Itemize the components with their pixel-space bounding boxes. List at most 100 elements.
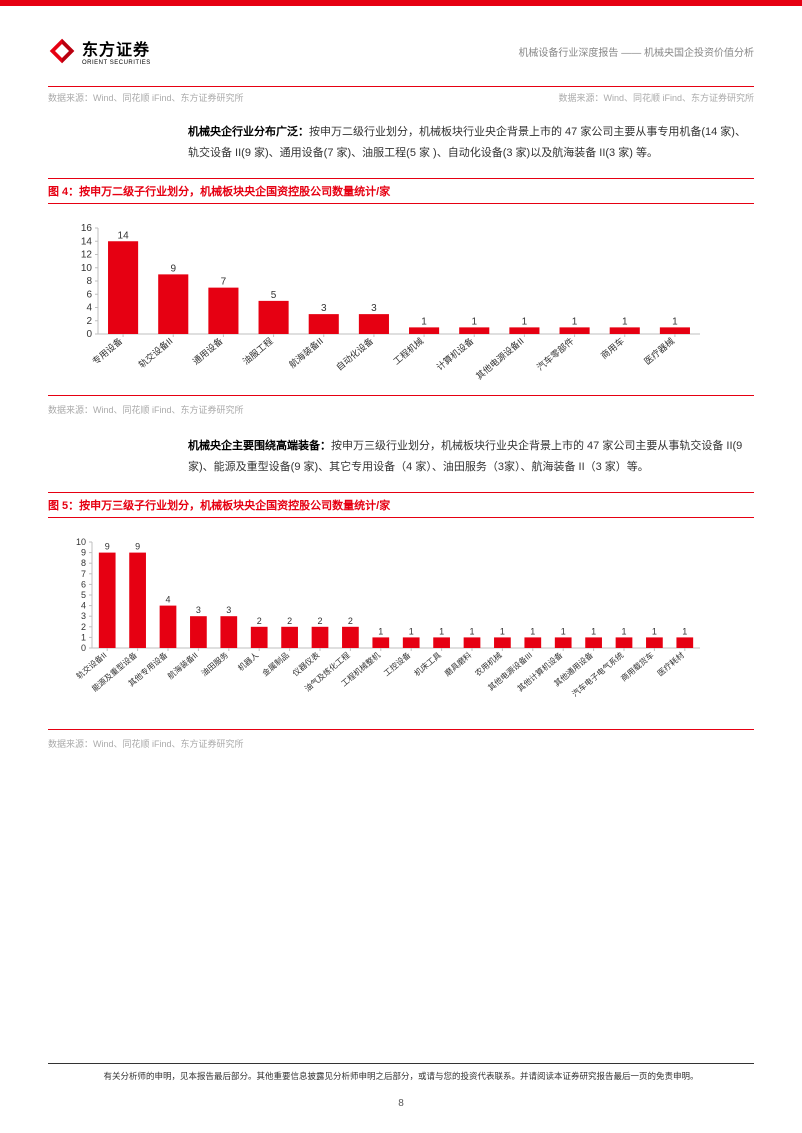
svg-text:1: 1 xyxy=(591,626,596,636)
bar xyxy=(108,241,138,334)
bar xyxy=(158,274,188,334)
svg-text:1: 1 xyxy=(682,626,687,636)
svg-text:2: 2 xyxy=(348,615,353,625)
source-text: 数据来源：Wind、同花顺 iFind、东方证券研究所 xyxy=(48,405,244,415)
bar xyxy=(259,301,289,334)
logo-icon xyxy=(48,37,76,65)
chart2-svg: 0123456789109轨交设备II9能源及重型设备4其他专用设备3航海装备I… xyxy=(68,528,708,718)
svg-text:4: 4 xyxy=(81,600,86,610)
figure4-title: 图 4：按申万二级子行业划分，机械板块央企国资控股公司数量统计/家 xyxy=(48,178,754,204)
svg-text:1: 1 xyxy=(469,626,474,636)
bar xyxy=(359,314,389,334)
bar xyxy=(190,616,207,648)
page-header: 东方证券 ORIENT SECURITIES 机械设备行业深度报告 —— 机械央… xyxy=(48,36,754,66)
svg-text:9: 9 xyxy=(81,547,86,557)
svg-text:汽车电子电气系统: 汽车电子电气系统 xyxy=(570,649,625,698)
logo-en: ORIENT SECURITIES xyxy=(82,60,151,66)
svg-text:自动化设备: 自动化设备 xyxy=(334,335,376,372)
logo-text: 东方证券 ORIENT SECURITIES xyxy=(82,36,151,66)
svg-text:4: 4 xyxy=(86,302,92,313)
svg-text:机床工具: 机床工具 xyxy=(412,649,443,677)
svg-text:7: 7 xyxy=(81,568,86,578)
page-number: 8 xyxy=(48,1098,754,1109)
svg-text:农用机械: 农用机械 xyxy=(473,649,504,677)
svg-text:3: 3 xyxy=(196,605,201,615)
chart2-source-wrap: 数据来源：Wind、同花顺 iFind、东方证券研究所 xyxy=(48,729,754,752)
svg-text:9: 9 xyxy=(135,541,140,551)
intro-bold: 机械央企主要围绕高端装备： xyxy=(188,440,331,452)
section1-intro: 机械央企行业分布广泛：按申万二级行业划分，机械板块行业央企背景上市的 47 家公… xyxy=(188,122,754,164)
bar xyxy=(309,314,339,334)
figure5-title: 图 5：按申万三级子行业划分，机械板块央企国资控股公司数量统计/家 xyxy=(48,492,754,518)
chart1-svg: 024681012141614专用设备9轨交设备II7通用设备5油服工程3航海装… xyxy=(68,214,708,384)
svg-text:9: 9 xyxy=(105,541,110,551)
svg-text:计算机设备: 计算机设备 xyxy=(434,335,476,372)
bar xyxy=(524,637,541,648)
intro-bold: 机械央企行业分布广泛： xyxy=(188,126,309,138)
bar xyxy=(585,637,602,648)
svg-text:2: 2 xyxy=(257,615,262,625)
bar xyxy=(99,552,116,647)
svg-text:汽车零部件: 汽车零部件 xyxy=(534,335,576,372)
svg-text:油服工程: 油服工程 xyxy=(240,335,275,367)
header-subtitle: 机械设备行业深度报告 —— 机械央国企投资价值分析 xyxy=(518,44,754,59)
svg-text:1: 1 xyxy=(672,316,678,327)
svg-text:1: 1 xyxy=(572,316,578,327)
source-text: 数据来源：Wind、同花顺 iFind、东方证券研究所 xyxy=(558,91,754,104)
page-footer: 有关分析师的申明，见本报告最后部分。其他重要信息披露见分析师申明之后部分，或请与… xyxy=(48,1063,754,1109)
bar xyxy=(610,327,640,334)
logo-cn: 东方证券 xyxy=(82,36,151,60)
svg-text:8: 8 xyxy=(81,558,86,568)
source-text: 数据来源：Wind、同花顺 iFind、东方证券研究所 xyxy=(48,91,244,104)
svg-text:5: 5 xyxy=(271,290,277,301)
bar xyxy=(616,637,633,648)
footer-divider xyxy=(48,1063,754,1064)
bar xyxy=(660,327,690,334)
svg-text:医疗器械: 医疗器械 xyxy=(642,335,677,367)
svg-text:1: 1 xyxy=(439,626,444,636)
svg-text:2: 2 xyxy=(317,615,322,625)
svg-text:商用载货车: 商用载货车 xyxy=(619,649,656,682)
svg-text:8: 8 xyxy=(86,276,92,287)
source-text: 数据来源：Wind、同花顺 iFind、东方证券研究所 xyxy=(48,739,244,749)
svg-text:专用设备: 专用设备 xyxy=(90,335,125,367)
bar xyxy=(208,287,238,333)
svg-text:机器人: 机器人 xyxy=(236,649,261,672)
svg-text:1: 1 xyxy=(421,316,427,327)
svg-text:1: 1 xyxy=(378,626,383,636)
chart2-wrap: 0123456789109轨交设备II9能源及重型设备4其他专用设备3航海装备I… xyxy=(68,528,734,723)
svg-text:其他电源设备II: 其他电源设备II xyxy=(473,335,525,381)
svg-text:通用设备: 通用设备 xyxy=(190,335,225,367)
bar xyxy=(312,626,329,647)
bar xyxy=(281,626,298,647)
svg-text:商用车: 商用车 xyxy=(598,335,626,361)
svg-text:1: 1 xyxy=(81,632,86,642)
svg-text:4: 4 xyxy=(165,594,170,604)
svg-text:航海装备II: 航海装备II xyxy=(287,335,325,370)
svg-text:6: 6 xyxy=(81,579,86,589)
svg-text:工程机械: 工程机械 xyxy=(391,335,426,367)
bar xyxy=(129,552,146,647)
svg-text:1: 1 xyxy=(409,626,414,636)
svg-text:工控设备: 工控设备 xyxy=(382,649,413,677)
bar xyxy=(646,637,663,648)
svg-text:1: 1 xyxy=(652,626,657,636)
top-source-row: 数据来源：Wind、同花顺 iFind、东方证券研究所 数据来源：Wind、同花… xyxy=(48,86,754,104)
bar xyxy=(433,637,450,648)
svg-text:6: 6 xyxy=(86,289,92,300)
svg-text:医疗耗材: 医疗耗材 xyxy=(655,649,686,677)
svg-text:9: 9 xyxy=(170,263,176,274)
svg-text:0: 0 xyxy=(81,643,86,653)
bar xyxy=(509,327,539,334)
svg-text:金属制品: 金属制品 xyxy=(260,649,291,677)
svg-text:2: 2 xyxy=(287,615,292,625)
bar xyxy=(676,637,693,648)
svg-text:12: 12 xyxy=(81,249,93,260)
svg-text:油田服务: 油田服务 xyxy=(199,649,230,677)
svg-text:2: 2 xyxy=(81,621,86,631)
svg-text:16: 16 xyxy=(81,223,93,234)
svg-text:14: 14 xyxy=(118,230,130,241)
bar xyxy=(372,637,389,648)
svg-text:3: 3 xyxy=(81,611,86,621)
logo-block: 东方证券 ORIENT SECURITIES xyxy=(48,36,151,66)
